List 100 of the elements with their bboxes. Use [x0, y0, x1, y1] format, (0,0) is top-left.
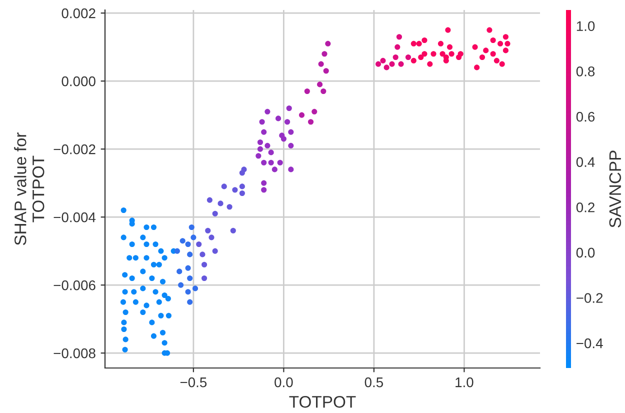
- point: [140, 234, 146, 240]
- point: [490, 37, 496, 44]
- point: [410, 40, 416, 46]
- point: [239, 190, 245, 196]
- point: [150, 224, 157, 230]
- point: [132, 299, 138, 305]
- point: [122, 272, 128, 278]
- point: [494, 58, 500, 64]
- point: [264, 142, 270, 148]
- point: [261, 129, 267, 135]
- point: [410, 58, 416, 64]
- x-tick-label: 0.5: [364, 377, 384, 388]
- point: [144, 241, 150, 248]
- point: [187, 275, 193, 282]
- point: [320, 88, 326, 94]
- point: [277, 160, 283, 166]
- point: [152, 289, 158, 295]
- point: [150, 262, 157, 268]
- x-tick-label: −0.5: [180, 377, 207, 388]
- point: [257, 139, 264, 146]
- point: [132, 255, 138, 261]
- point: [416, 40, 422, 46]
- point: [120, 207, 126, 214]
- point: [440, 51, 446, 57]
- point: [276, 116, 282, 122]
- point: [490, 51, 496, 57]
- point: [180, 238, 186, 244]
- color-bar-label: 0.0: [576, 248, 595, 258]
- point: [158, 312, 164, 318]
- point: [140, 286, 146, 292]
- color-bar-label: −0.2: [576, 293, 603, 303]
- point: [325, 40, 331, 46]
- point: [261, 187, 267, 193]
- point: [446, 44, 453, 50]
- point: [192, 286, 198, 292]
- point: [176, 268, 182, 274]
- color-bar-label: 1.0: [576, 21, 595, 32]
- point: [318, 61, 324, 67]
- y-tick-label: 0.000: [62, 76, 96, 86]
- point: [448, 51, 454, 57]
- point: [323, 68, 329, 74]
- point: [212, 248, 218, 254]
- point: [187, 299, 193, 305]
- point: [272, 166, 278, 172]
- point: [156, 262, 162, 268]
- point: [205, 228, 211, 234]
- point: [288, 166, 294, 172]
- point: [162, 340, 168, 346]
- point: [486, 27, 492, 33]
- x-tick-label: 0.0: [274, 377, 293, 388]
- point: [162, 255, 168, 261]
- point: [502, 34, 508, 40]
- point: [208, 234, 214, 240]
- point: [422, 37, 428, 44]
- point: [264, 108, 270, 114]
- point: [188, 224, 194, 230]
- color-bar-title: SAVNCPP: [609, 150, 622, 228]
- point: [430, 51, 436, 57]
- point: [312, 108, 318, 114]
- point: [298, 112, 305, 118]
- point: [498, 40, 504, 46]
- point: [158, 248, 164, 254]
- point: [304, 88, 310, 94]
- y-tick-label: −0.006: [54, 280, 96, 290]
- point: [122, 309, 128, 316]
- point: [394, 44, 400, 50]
- point: [221, 184, 227, 190]
- point: [120, 234, 126, 240]
- point: [322, 51, 328, 57]
- point: [196, 241, 202, 248]
- point: [185, 265, 191, 271]
- point: [200, 252, 206, 258]
- point: [445, 27, 451, 33]
- point: [122, 289, 128, 295]
- point: [261, 180, 267, 186]
- point: [185, 241, 191, 248]
- point: [389, 61, 395, 67]
- y-tick-label: −0.008: [54, 348, 96, 358]
- point: [261, 160, 267, 166]
- point: [232, 187, 238, 193]
- point: [474, 64, 480, 70]
- point: [201, 275, 208, 282]
- point: [156, 299, 162, 305]
- point: [144, 224, 150, 230]
- point: [160, 278, 166, 284]
- color-bar-label: 0.6: [576, 112, 595, 122]
- point: [226, 204, 232, 210]
- point: [201, 262, 208, 268]
- point: [239, 184, 245, 190]
- point: [405, 54, 412, 60]
- point: [472, 44, 478, 50]
- point: [212, 210, 218, 216]
- x-axis-title: TOTPOT: [289, 396, 356, 408]
- point: [174, 248, 180, 254]
- point: [502, 48, 508, 54]
- point: [288, 129, 294, 135]
- point: [504, 40, 510, 46]
- point: [144, 302, 150, 308]
- point: [187, 252, 193, 258]
- y-tick-label: −0.002: [54, 144, 96, 154]
